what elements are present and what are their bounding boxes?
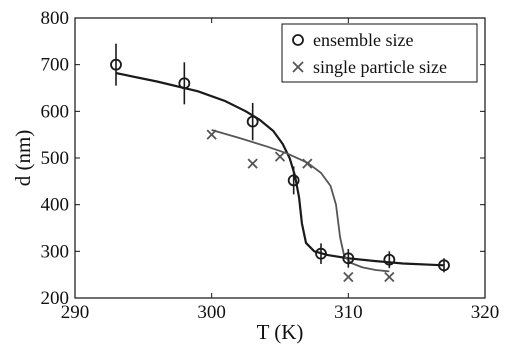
ensemble-point [342, 252, 355, 265]
y-tick-label: 800 [41, 8, 70, 29]
ensemble-point [178, 77, 191, 90]
single-particle-point [384, 271, 395, 283]
ensemble-point [315, 247, 327, 260]
axis-ticks: 290 300 310 320 200 300 400 500 600 700 800 [41, 8, 500, 323]
ensemble-point [438, 259, 450, 272]
legend-circle-icon [292, 34, 304, 46]
legend-x-icon [292, 61, 304, 73]
legend-box [281, 23, 478, 83]
fit-curves [115, 72, 445, 273]
x-tick-label: 290 [61, 302, 90, 323]
legend: ensemble size single particle size [281, 23, 478, 83]
y-tick-label: 700 [41, 55, 70, 76]
ensemble-point [287, 174, 300, 187]
single-particle-point [343, 271, 354, 283]
y-tick-label: 300 [41, 241, 70, 262]
x-tick-label: 310 [334, 302, 363, 323]
ensemble-point [110, 58, 122, 71]
x-axis-label: T (K) [257, 320, 304, 344]
legend-label-single: single particle size [313, 57, 447, 77]
y-tick-label: 200 [41, 288, 70, 309]
single-particle-point [247, 158, 258, 169]
single-particle-fit-line [211, 129, 390, 273]
legend-label-ensemble: ensemble size [313, 30, 413, 50]
data-markers [110, 43, 450, 283]
y-tick-label: 400 [41, 195, 70, 216]
y-tick-label: 600 [41, 101, 70, 122]
single-particle-point [302, 158, 313, 169]
y-tick-label: 500 [41, 148, 70, 169]
x-tick-label: 300 [197, 302, 226, 323]
ensemble-point [383, 253, 396, 266]
single-particle-point [206, 129, 217, 140]
x-tick-label: 320 [471, 302, 500, 323]
ensemble-point [246, 115, 259, 128]
ensemble-fit-line [115, 72, 445, 267]
y-axis-label: d (nm) [11, 130, 35, 187]
single-particle-point [274, 151, 286, 162]
